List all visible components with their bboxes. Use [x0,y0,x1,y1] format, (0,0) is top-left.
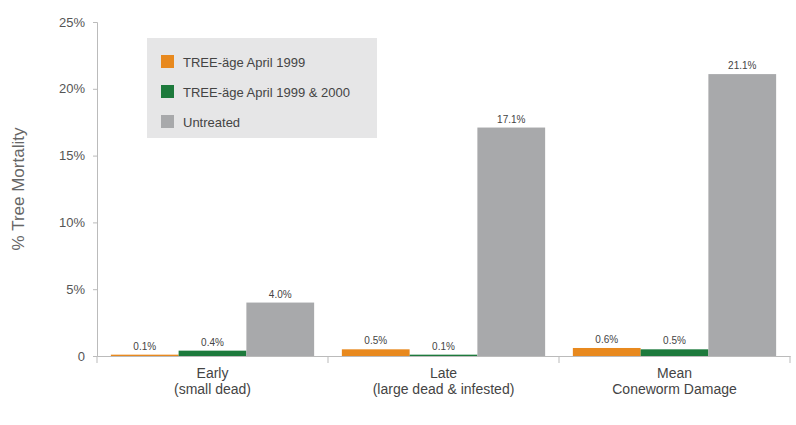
y-tick-label: 20% [59,81,85,96]
data-label: 17.1% [497,114,525,125]
y-tick: 15% [59,148,97,163]
y-tick-label: 5% [66,282,85,297]
legend-label: TREE-äge April 1999 [183,55,305,70]
y-tick-mark [93,222,97,223]
bar [179,351,247,356]
y-tick-mark [93,289,97,290]
x-tick: Early(small dead) [174,356,251,397]
x-axis: Early(small dead) Late(large dead & infes… [98,356,791,397]
y-tick: 20% [59,81,97,96]
x-tick-label-line: (small dead) [174,381,251,397]
y-tick: 25% [59,15,97,30]
group-separators [97,356,790,363]
data-label: 0.6% [595,334,618,345]
data-label: 0.5% [663,335,686,346]
x-tick: Late(large dead & infested) [373,356,515,397]
y-tick: 0 [78,349,97,364]
data-label: 0.1% [133,341,156,352]
x-tick-label-line: Late [430,365,457,381]
y-tick-mark [93,156,97,157]
x-tick: MeanConeworm Damage [612,356,737,397]
x-tick-label-line: (large dead & infested) [373,381,515,397]
data-label: 4.0% [269,289,292,300]
y-tick: 10% [59,215,97,230]
bars [111,74,776,356]
legend-swatch [161,55,174,68]
bar [641,349,709,356]
legend-item: Untreated [161,115,240,130]
bar [410,355,478,356]
y-tick-mark [93,356,97,357]
chart: 0 5% 10% 15% 20% 25% % Tree Mortality Early(sma… [0,0,796,425]
y-tick-label: 15% [59,148,85,163]
x-tick-label: Early(small dead) [174,365,251,397]
data-label: 21.1% [728,60,756,71]
y-tick-mark [93,89,97,90]
x-tick-label: MeanConeworm Damage [612,365,737,397]
x-tick-label-line: Mean [657,365,692,381]
bar [111,355,179,356]
y-axis-line [93,23,98,357]
y-tick: 5% [66,282,97,297]
group-separator [559,356,560,363]
legend-item: TREE-äge April 1999 & 2000 [161,85,350,100]
bar [573,348,641,356]
legend-label: Untreated [183,115,240,130]
legend-label: TREE-äge April 1999 & 2000 [183,85,350,100]
bar [708,74,776,356]
legend-swatch [161,85,174,98]
legend-background [147,38,377,138]
bar [342,349,410,356]
y-tick-label: 10% [59,215,85,230]
data-label: 0.4% [201,337,224,348]
group-separator [328,356,329,363]
legend-item: TREE-äge April 1999 [161,55,305,70]
legend-swatch [161,115,174,128]
group-separator [97,356,98,363]
y-tick-mark [93,22,97,23]
y-axis-title: % Tree Mortality [9,127,28,250]
bar [477,128,545,356]
x-tick-label: Late(large dead & infested) [373,365,515,397]
data-label: 0.1% [432,341,455,352]
y-tick-label: 25% [59,15,85,30]
x-axis-line [98,356,791,357]
x-tick-label-line: Coneworm Damage [612,381,737,397]
y-axis: 0 5% 10% 15% 20% 25% [59,15,98,364]
x-tick-label-line: Early [197,365,229,381]
y-tick-label: 0 [78,349,85,364]
group-separator [790,356,791,363]
data-label: 0.5% [364,335,387,346]
bar [246,303,314,356]
legend: TREE-äge April 1999 TREE-äge April 1999 &… [147,38,377,138]
